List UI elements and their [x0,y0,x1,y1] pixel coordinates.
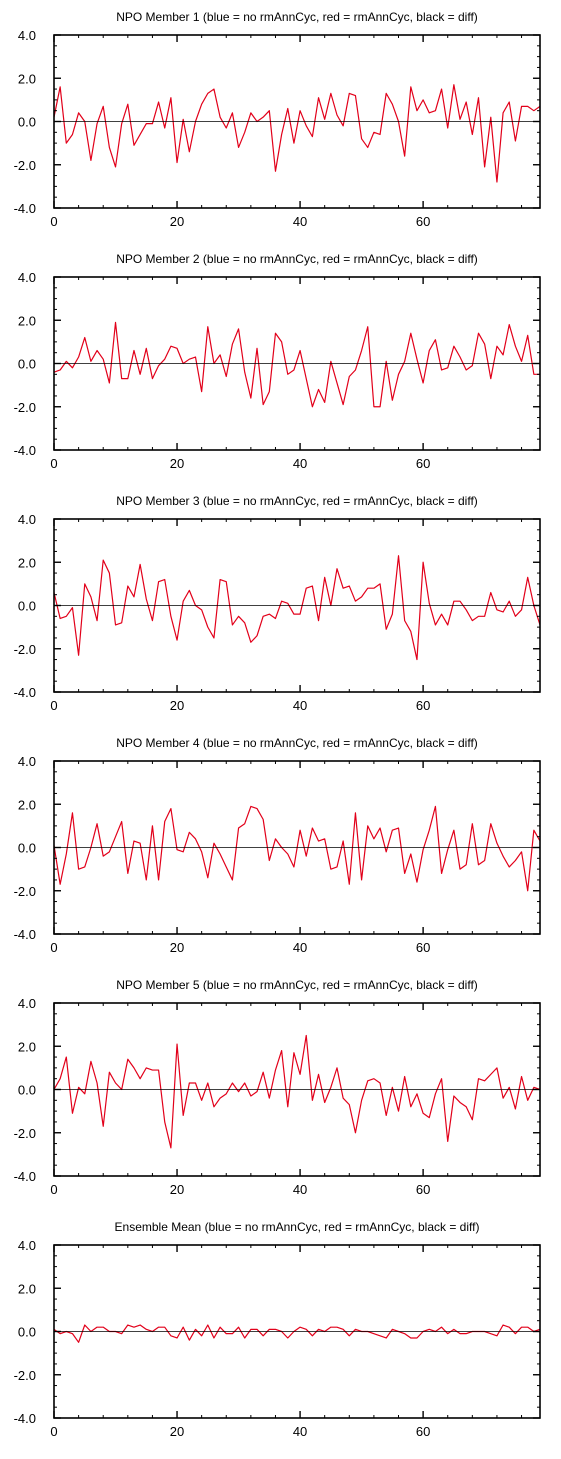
x-tick-label: 0 [50,1424,57,1439]
y-tick-label: -4.0 [14,201,36,216]
y-tick-label: 0.0 [18,115,36,130]
y-tick-label: 2.0 [18,555,36,570]
y-tick-label: -4.0 [14,1411,36,1426]
chart-panel-4: NPO Member 4 (blue = no rmAnnCyc, red = … [14,736,541,955]
y-tick-label: -2.0 [14,400,36,415]
y-tick-label: 2.0 [18,71,36,86]
series-line [53,321,540,408]
chart-panel-6: Ensemble Mean (blue = no rmAnnCyc, red =… [14,1220,541,1439]
y-tick-label: 2.0 [18,1039,36,1054]
y-tick-label: -2.0 [14,1126,36,1141]
y-tick-label: -2.0 [14,884,36,899]
x-tick-label: 40 [293,940,307,955]
x-tick-label: 0 [50,698,57,713]
x-tick-label: 40 [293,214,307,229]
x-tick-label: 60 [416,1424,430,1439]
series-line [53,805,541,892]
y-tick-label: 4.0 [18,28,36,43]
y-tick-label: -2.0 [14,642,36,657]
chart-title: NPO Member 3 (blue = no rmAnnCyc, red = … [116,494,478,508]
y-tick-label: 2.0 [18,797,36,812]
y-tick-label: 4.0 [18,270,36,285]
y-tick-label: -2.0 [14,1368,36,1383]
y-tick-label: 0.0 [18,599,36,614]
series-line [53,1034,541,1149]
x-tick-label: 40 [293,1182,307,1197]
series-line [53,84,541,183]
y-tick-label: 0.0 [18,357,36,372]
x-tick-label: 20 [170,698,184,713]
chart-title: NPO Member 2 (blue = no rmAnnCyc, red = … [116,252,478,266]
y-tick-label: 4.0 [18,996,36,1011]
y-tick-label: 0.0 [18,1083,36,1098]
y-tick-label: 4.0 [18,754,36,769]
x-tick-label: 20 [170,1182,184,1197]
x-tick-label: 0 [50,214,57,229]
y-tick-label: 4.0 [18,512,36,527]
x-tick-label: 0 [50,1182,57,1197]
y-tick-label: -4.0 [14,685,36,700]
chart-panel-5: NPO Member 5 (blue = no rmAnnCyc, red = … [14,978,541,1197]
chart-panel-2: NPO Member 2 (blue = no rmAnnCyc, red = … [14,252,541,471]
y-tick-label: 0.0 [18,1325,36,1340]
y-tick-label: -4.0 [14,443,36,458]
x-tick-label: 60 [416,698,430,713]
x-tick-label: 60 [416,214,430,229]
y-tick-label: 2.0 [18,313,36,328]
series-line [53,1324,541,1343]
x-tick-label: 20 [170,456,184,471]
x-tick-label: 60 [416,456,430,471]
y-tick-label: 0.0 [18,841,36,856]
y-tick-label: 4.0 [18,1238,36,1253]
x-tick-label: 20 [170,940,184,955]
y-tick-label: 2.0 [18,1281,36,1296]
x-tick-label: 20 [170,214,184,229]
chart-panel-1: NPO Member 1 (blue = no rmAnnCyc, red = … [14,10,541,229]
chart-title: NPO Member 5 (blue = no rmAnnCyc, red = … [116,978,478,992]
x-tick-label: 60 [416,1182,430,1197]
x-tick-label: 0 [50,940,57,955]
y-tick-label: -2.0 [14,158,36,173]
x-tick-label: 40 [293,698,307,713]
x-tick-label: 40 [293,1424,307,1439]
y-tick-label: -4.0 [14,927,36,942]
x-tick-label: 20 [170,1424,184,1439]
x-tick-label: 40 [293,456,307,471]
chart-title: NPO Member 4 (blue = no rmAnnCyc, red = … [116,736,478,750]
chart-panel-3: NPO Member 3 (blue = no rmAnnCyc, red = … [14,494,541,713]
x-tick-label: 60 [416,940,430,955]
y-tick-label: -4.0 [14,1169,36,1184]
chart-title: NPO Member 1 (blue = no rmAnnCyc, red = … [116,10,478,24]
chart-title: Ensemble Mean (blue = no rmAnnCyc, red =… [115,1220,480,1234]
series-line [53,555,541,661]
x-tick-label: 0 [50,456,57,471]
